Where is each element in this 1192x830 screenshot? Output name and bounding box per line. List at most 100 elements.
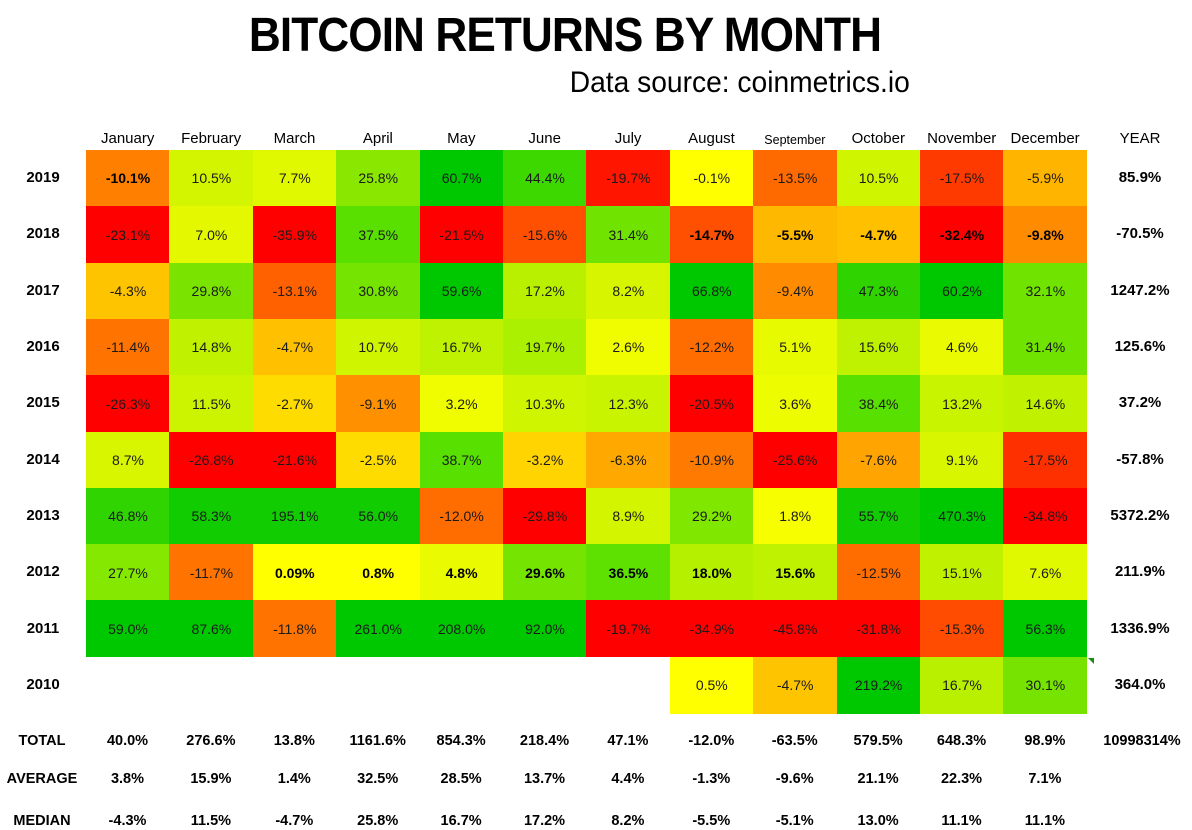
stat-value: -9.6% <box>775 771 814 787</box>
stat-value: 3.8% <box>110 771 145 787</box>
heatmap-cell: -15.6% <box>503 206 587 264</box>
month-header-november: November <box>927 130 997 147</box>
heatmap-cell: 7.0% <box>169 206 254 264</box>
year-total-value: -57.8% <box>1116 450 1164 468</box>
heatmap-cell: 14.8% <box>169 318 254 376</box>
heatmap-cell: -21.5% <box>419 206 504 264</box>
month-header-february: February <box>181 130 242 147</box>
heatmap-cell: 5.1% <box>753 318 838 376</box>
heatmap-cell: 470.3% <box>920 487 1004 545</box>
stat-value: 218.4% <box>519 733 570 749</box>
heatmap-cell: 1.8% <box>753 487 838 545</box>
heatmap-cell: 219.2% <box>836 656 921 714</box>
heatmap-cell: 92.0% <box>503 600 587 658</box>
heatmap-cell: 36.5% <box>586 544 671 601</box>
month-header-august: August <box>688 130 735 147</box>
stat-value: 98.9% <box>1024 733 1066 749</box>
month-header-october: October <box>851 130 905 147</box>
stat-value: 648.3% <box>936 733 987 749</box>
stat-value: 11.5% <box>190 813 232 829</box>
cell-comment-marker-icon <box>1088 658 1094 664</box>
heatmap-cell: 13.2% <box>920 375 1004 433</box>
heatmap-cell: 17.2% <box>503 262 587 320</box>
row-label-2015: 2015 <box>26 394 60 412</box>
heatmap-cell: -35.9% <box>252 206 337 264</box>
month-header-july: July <box>614 130 642 147</box>
heatmap-cell: 30.8% <box>336 262 421 320</box>
heatmap-cell: -32.4% <box>920 206 1004 264</box>
row-label-2018: 2018 <box>26 225 60 243</box>
heatmap-cell: -19.7% <box>586 600 671 658</box>
heatmap-cell: 31.4% <box>586 206 671 264</box>
heatmap-cell: 31.4% <box>1003 318 1088 376</box>
stat-value: 13.8% <box>273 733 315 749</box>
month-header-september: September <box>764 133 826 147</box>
heatmap-cell: 0.09% <box>252 544 337 601</box>
heatmap-cell: 0.8% <box>336 544 421 601</box>
heatmap-cell: 60.7% <box>419 150 504 207</box>
stat-year-value: 10998314% <box>1103 733 1181 749</box>
heatmap-cell: -9.4% <box>753 262 838 320</box>
stat-value: 4.4% <box>611 771 645 787</box>
stat-value: 47.1% <box>607 733 649 749</box>
year-total-value: 5372.2% <box>1110 506 1170 524</box>
stat-value: 28.5% <box>440 771 482 787</box>
heatmap-cell: 14.6% <box>1003 375 1088 433</box>
stat-value: 21.1% <box>857 771 899 787</box>
stat-value: 276.6% <box>186 733 236 749</box>
heatmap-cell: 32.1% <box>1003 262 1088 320</box>
heatmap-cell: -31.8% <box>836 600 921 658</box>
stat-value: 1.4% <box>277 771 311 787</box>
heatmap-cell: 15.6% <box>836 318 921 376</box>
heatmap-cell: 4.6% <box>920 318 1004 376</box>
year-total-value: 211.9% <box>1114 563 1166 581</box>
stat-value: -4.7% <box>275 813 314 829</box>
heatmap-cell: 27.7% <box>86 544 170 601</box>
row-label-2014: 2014 <box>26 450 60 468</box>
row-label-2019: 2019 <box>26 169 60 187</box>
heatmap-cell: -11.7% <box>169 544 254 601</box>
stat-value: -5.5% <box>692 813 731 829</box>
heatmap-cell: 0.5% <box>669 656 754 714</box>
year-total-value: 364.0% <box>1114 675 1166 693</box>
heatmap-cell: -17.5% <box>1003 431 1088 489</box>
heatmap-cell: 29.8% <box>169 262 254 320</box>
stat-value: 7.1% <box>1028 771 1062 787</box>
heatmap-cell: 10.5% <box>169 150 254 207</box>
heatmap-cell: -3.2% <box>503 431 587 489</box>
stat-label-average: AVERAGE <box>6 771 78 787</box>
heatmap-cell: 37.5% <box>336 206 421 264</box>
heatmap-cell: -4.7% <box>836 206 921 264</box>
year-column-header: YEAR <box>1119 130 1161 147</box>
heatmap-cell: -14.7% <box>669 206 754 264</box>
heatmap-cell: 11.5% <box>169 375 254 433</box>
heatmap-cell: -12.2% <box>669 318 754 376</box>
heatmap-cell: -5.9% <box>1003 150 1088 207</box>
heatmap-cell: 25.8% <box>336 150 421 207</box>
heatmap-cell: 4.8% <box>419 544 504 601</box>
month-header-june: June <box>528 130 561 147</box>
heatmap-cell: 15.6% <box>753 544 838 601</box>
heatmap-cell: 38.4% <box>836 375 921 433</box>
heatmap-cell: 12.3% <box>586 375 671 433</box>
row-label-2012: 2012 <box>26 563 60 581</box>
month-header-january: January <box>101 130 155 147</box>
heatmap-cell: 55.7% <box>836 487 921 545</box>
stat-value: 16.7% <box>440 813 482 829</box>
stat-value: -12.0% <box>688 733 735 749</box>
heatmap-cell: 58.3% <box>169 487 254 545</box>
heatmap-cell: 44.4% <box>503 150 587 207</box>
heatmap-cell: -34.8% <box>1003 487 1088 545</box>
stat-value: 32.5% <box>357 771 399 787</box>
heatmap-cell: -10.1% <box>86 150 170 207</box>
stat-value: 25.8% <box>357 813 399 829</box>
stat-value: 22.3% <box>940 771 983 787</box>
heatmap-cell: -26.8% <box>169 431 254 489</box>
heatmap-cell: 3.2% <box>419 375 504 433</box>
heatmap-cell: 16.7% <box>920 656 1004 714</box>
stat-value: 15.9% <box>190 771 232 787</box>
stat-value: -1.3% <box>692 771 731 787</box>
heatmap-cell: 208.0% <box>419 600 504 658</box>
heatmap-cell: 46.8% <box>86 487 170 545</box>
heatmap-cell: 9.1% <box>920 431 1004 489</box>
